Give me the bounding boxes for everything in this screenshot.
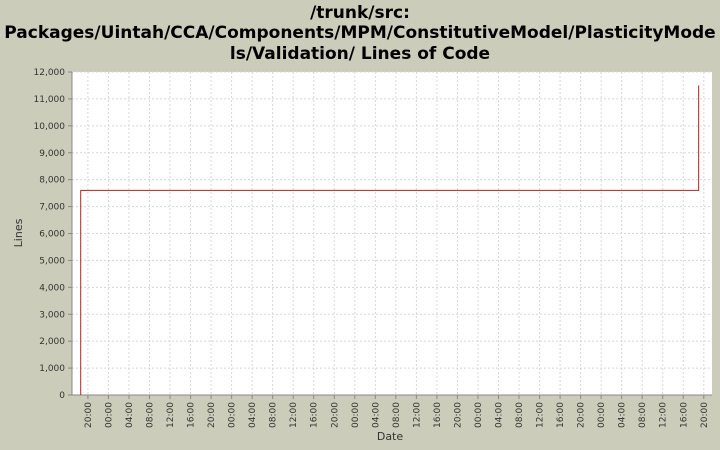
x-tick-label: 08:00 (145, 402, 155, 428)
y-tick-label: 6,000 (39, 230, 65, 240)
x-tick-label: 04:00 (371, 402, 381, 428)
x-tick-label: 16:00 (679, 402, 689, 428)
chart-title: /trunk/src: (310, 3, 410, 23)
y-tick-label: 3,000 (39, 310, 65, 320)
y-tick-label: 11,000 (34, 95, 66, 105)
y-tick-label: 8,000 (39, 176, 65, 186)
x-tick-label: 20:00 (577, 402, 587, 428)
x-tick-label: 16:00 (310, 402, 320, 428)
x-tick-label: 08:00 (392, 402, 402, 428)
x-tick-label: 04:00 (494, 402, 504, 428)
y-tick-label: 1,000 (39, 364, 65, 374)
x-tick-label: 12:00 (289, 402, 299, 428)
data-line (80, 85, 700, 395)
x-tick-label: 12:00 (412, 402, 422, 428)
x-tick-label: 20:00 (84, 402, 94, 428)
y-tick-label: 0 (59, 391, 65, 401)
y-tick-label: 9,000 (39, 149, 65, 159)
y-axis-label: Lines (12, 218, 25, 247)
x-tick-label: 08:00 (638, 402, 648, 428)
x-tick-label: 16:00 (187, 402, 197, 428)
x-tick-label: 08:00 (515, 402, 525, 428)
x-tick-label: 16:00 (556, 402, 566, 428)
x-tick-label: 08:00 (269, 402, 279, 428)
x-tick-label: 20:00 (330, 402, 340, 428)
y-tick-label: 12,000 (34, 68, 66, 78)
x-tick-label: 20:00 (453, 402, 463, 428)
x-tick-label: 00:00 (228, 402, 238, 428)
chart-title: ls/Validation/ Lines of Code (230, 44, 490, 64)
x-tick-label: 12:00 (659, 402, 669, 428)
y-tick-label: 10,000 (34, 122, 66, 132)
y-tick-label: 5,000 (39, 256, 65, 266)
x-tick-label: 00:00 (474, 402, 484, 428)
x-tick-label: 12:00 (536, 402, 546, 428)
x-tick-label: 04:00 (125, 402, 135, 428)
x-tick-label: 16:00 (433, 402, 443, 428)
x-tick-label: 04:00 (248, 402, 258, 428)
x-tick-label: 00:00 (351, 402, 361, 428)
y-tick-label: 7,000 (39, 203, 65, 213)
x-tick-label: 20:00 (700, 402, 710, 428)
x-tick-label: 00:00 (597, 402, 607, 428)
x-axis-label: Date (377, 430, 404, 443)
x-tick-label: 04:00 (618, 402, 628, 428)
y-tick-label: 2,000 (39, 337, 65, 347)
chart-title: Packages/Uintah/CCA/Components/MPM/Const… (4, 23, 715, 43)
x-tick-label: 20:00 (207, 402, 217, 428)
y-tick-label: 4,000 (39, 283, 65, 293)
x-tick-label: 00:00 (104, 402, 114, 428)
x-tick-label: 12:00 (166, 402, 176, 428)
